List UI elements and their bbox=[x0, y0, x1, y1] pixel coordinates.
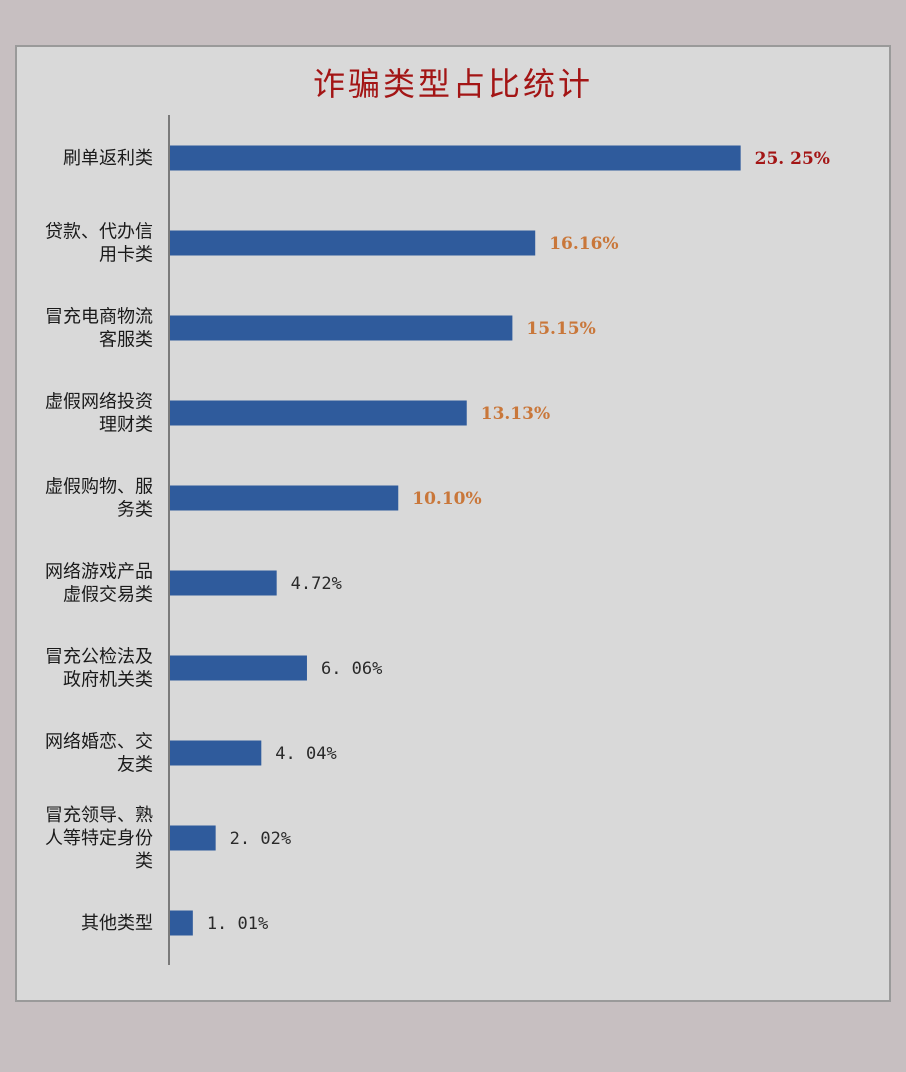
value-label-4: 13.13% bbox=[481, 404, 550, 424]
category-label-8-line-1: 网络婚恋、交 bbox=[45, 731, 153, 753]
category-label-6-line-2: 虚假交易类 bbox=[63, 585, 153, 606]
value-label-5: 10.10% bbox=[412, 489, 481, 509]
category-label-5-line-1: 虚假购物、服 bbox=[45, 477, 153, 498]
category-label-2-line-1: 贷款、代办信 bbox=[45, 222, 153, 243]
category-label-1-line-1: 刷单返利类 bbox=[63, 148, 153, 169]
category-label-2-line-2: 用卡类 bbox=[99, 245, 153, 266]
value-label-7: 6. 06% bbox=[321, 659, 382, 679]
category-label-8-line-2: 友类 bbox=[117, 755, 153, 776]
category-label-4-line-2: 理财类 bbox=[99, 415, 153, 436]
category-label-4-line-1: 虚假网络投资 bbox=[45, 392, 153, 413]
bar-9 bbox=[170, 825, 216, 851]
category-label-7-line-2: 政府机关类 bbox=[63, 670, 153, 691]
value-label-2: 16.16% bbox=[549, 234, 618, 254]
category-labels-group: 刷单返利类贷款、代办信用卡类冒充电商物流客服类虚假网络投资理财类虚假购物、服务类… bbox=[45, 148, 153, 934]
value-labels-group: 25. 25% 16.16% 15.15% 13.13% 10.10% 4.72% 6. 0… bbox=[207, 149, 830, 934]
value-label-10: 1. 01% bbox=[207, 914, 268, 934]
value-label-9: 2. 02% bbox=[230, 829, 291, 849]
chart-panel: 诈骗类型占比统计 刷单返利类贷款、代办信 用卡类冒充电商物流 客服类虚假网络投资 理财… bbox=[15, 45, 891, 1002]
value-label-8: 4. 04% bbox=[275, 744, 336, 764]
value-label-6: 4.72% bbox=[291, 574, 342, 594]
category-label-9-line-1: 冒充领导、熟 bbox=[45, 805, 153, 826]
category-label-9-line-2: 人等特定身份 bbox=[45, 828, 153, 849]
value-label-3: 15.15% bbox=[526, 319, 595, 339]
category-label-5-line-2: 务类 bbox=[117, 500, 153, 521]
bar-2 bbox=[170, 230, 536, 256]
category-label-3-line-2: 客服类 bbox=[99, 330, 153, 351]
bar-6 bbox=[170, 570, 277, 596]
category-label-7-line-1: 冒充公检法及 bbox=[45, 647, 153, 668]
chart-title: 诈骗类型占比统计 bbox=[313, 65, 593, 103]
bars-group bbox=[170, 145, 741, 936]
bar-5 bbox=[170, 485, 399, 511]
bar-4 bbox=[170, 400, 467, 426]
category-label-10-line-1: 其他类型 bbox=[81, 913, 153, 934]
category-label-3-line-1: 冒充电商物流 bbox=[45, 307, 153, 328]
bar-chart: 诈骗类型占比统计 刷单返利类贷款、代办信用卡类冒充电商物流客服类虚假网络投资理财… bbox=[45, 65, 830, 965]
bar-10 bbox=[170, 910, 193, 936]
bar-7 bbox=[170, 655, 307, 681]
category-label-9-line-3: 类 bbox=[135, 851, 153, 872]
bar-1 bbox=[170, 145, 741, 171]
category-label-6-line-1: 网络游戏产品 bbox=[45, 562, 153, 583]
bar-3 bbox=[170, 315, 513, 341]
bar-8 bbox=[170, 740, 262, 766]
value-label-1: 25. 25% bbox=[755, 149, 830, 169]
